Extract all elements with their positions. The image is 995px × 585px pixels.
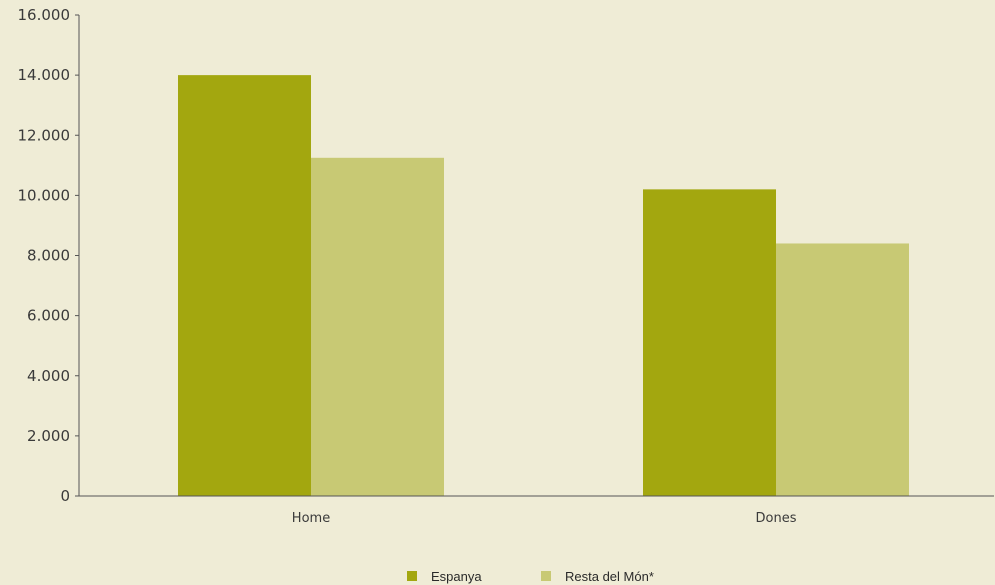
y-tick-label: 16.000 [18,6,71,24]
y-tick-label: 2.000 [27,427,70,445]
x-category-labels: Home Dones [292,511,797,526]
y-tick-label: 0 [60,487,70,505]
legend-swatch [407,571,417,581]
bar-dones-series-1 [643,189,776,497]
axes-layer [75,14,994,497]
y-tick-label: 12.000 [18,126,71,144]
bars-layer [178,75,909,497]
y-tick-label: 10.000 [18,186,71,204]
legend-label: Espanya [431,569,482,584]
y-tick-label: 4.000 [27,367,70,385]
bar-home-series-1 [178,75,311,496]
x-category-label: Dones [756,511,797,526]
y-tick-label: 14.000 [18,66,71,84]
legend-swatch [541,571,551,581]
y-tick-labels: 0 2.000 4.000 6.000 8.000 10.000 12.000 14.000 1… [18,6,71,505]
bar-home-series-2 [311,157,444,496]
legend: Espanya Resta del Món* [407,569,654,584]
legend-label: Resta del Món* [565,569,654,584]
x-category-label: Home [292,511,330,526]
y-tick-label: 8.000 [27,247,70,265]
y-tick-label: 6.000 [27,307,70,325]
bar-dones-series-2 [776,243,909,496]
